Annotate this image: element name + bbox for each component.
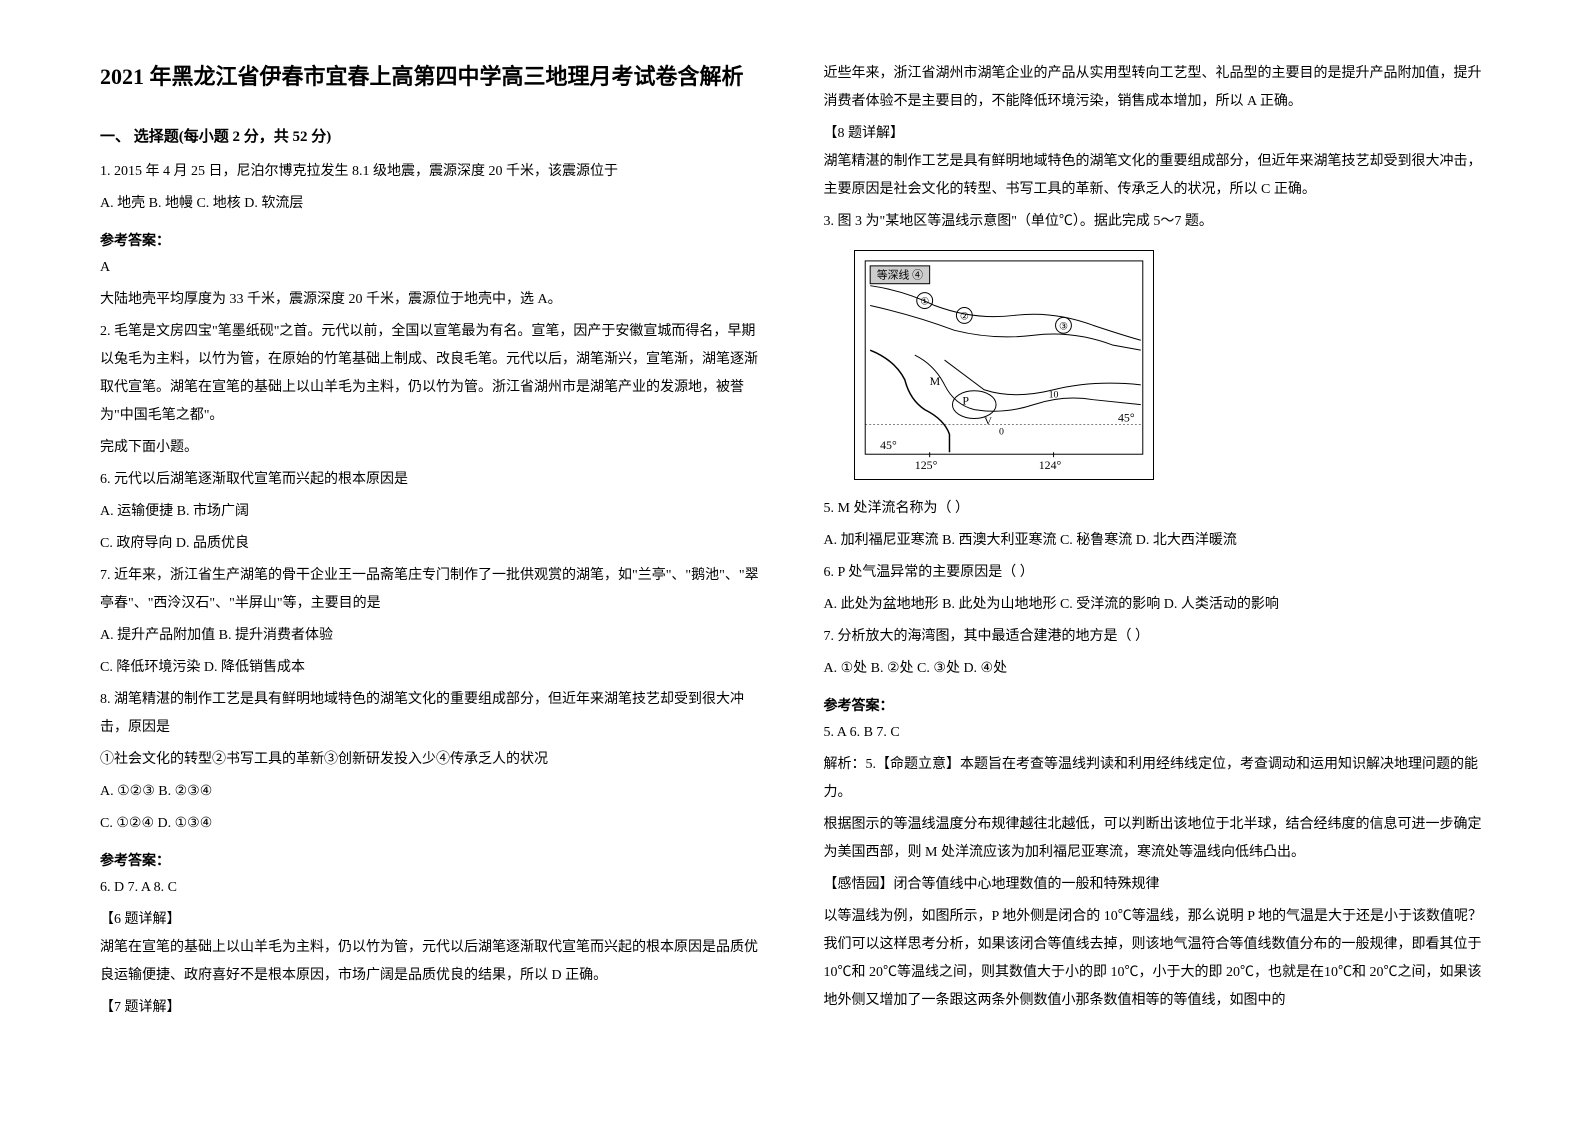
- q8-options-a: A. ①②③ B. ②③④: [100, 778, 764, 806]
- section-heading: 一、 选择题(每小题 2 分，共 52 分): [100, 125, 764, 146]
- left-column: 2021 年黑龙江省伊春市宜春上高第四中学高三地理月考试卷含解析 一、 选择题(…: [100, 60, 764, 1062]
- diagram-container: 等深线 ④ ① ② ③ P V 0 10 M: [854, 250, 1488, 485]
- exp5-label: 解析：5.【命题立意】本题旨在考查等温线判读和利用经纬线定位，考查调动和运用知识…: [824, 751, 1488, 807]
- svg-text:②: ②: [959, 311, 968, 322]
- exp8-label: 【8 题详解】: [824, 120, 1488, 148]
- exp5-text: 根据图示的等温线温度分布规律越往北越低，可以判断出该地位于北半球，结合经纬度的信…: [824, 811, 1488, 867]
- insight-label: 【感悟园】闭合等值线中心地理数值的一般和特殊规律: [824, 871, 1488, 899]
- q3-text: 3. 图 3 为"某地区等温线示意图"（单位℃）。据此完成 5～7 题。: [824, 208, 1488, 236]
- svg-text:M: M: [929, 374, 940, 388]
- q7-options-b: C. 降低环境污染 D. 降低销售成本: [100, 654, 764, 682]
- exp8-text: 湖笔精湛的制作工艺是具有鲜明地域特色的湖笔文化的重要组成部分，但近年来湖笔技艺却…: [824, 148, 1488, 204]
- svg-text:①: ①: [920, 297, 929, 308]
- q7-options-a: A. 提升产品附加值 B. 提升消费者体验: [100, 622, 764, 650]
- q1-text: 1. 2015 年 4 月 25 日，尼泊尔博克拉发生 8.1 级地震，震源深度…: [100, 158, 764, 186]
- svg-text:0: 0: [999, 426, 1004, 437]
- exp6-label: 【6 题详解】: [100, 906, 764, 934]
- svg-text:③: ③: [1059, 321, 1068, 332]
- isotherm-map-diagram: 等深线 ④ ① ② ③ P V 0 10 M: [854, 250, 1154, 480]
- q8-sub: ①社会文化的转型②书写工具的革新③创新研发投入少④传承乏人的状况: [100, 746, 764, 774]
- exp7-text: 近些年来，浙江省湖州市湖笔企业的产品从实用型转向工艺型、礼品型的主要目的是提升产…: [824, 60, 1488, 116]
- q7-text: 7. 近年来，浙江省生产湖笔的骨干企业王一品斋笔庄专门制作了一批供观赏的湖笔，如…: [100, 562, 764, 618]
- svg-text:P: P: [962, 394, 969, 408]
- right-column: 近些年来，浙江省湖州市湖笔企业的产品从实用型转向工艺型、礼品型的主要目的是提升产…: [824, 60, 1488, 1062]
- svg-text:45°: 45°: [1118, 411, 1135, 425]
- q6-options-b: C. 政府导向 D. 品质优良: [100, 530, 764, 558]
- q8-options-b: C. ①②④ D. ①③④: [100, 810, 764, 838]
- q3-answer-label: 参考答案：: [824, 695, 1488, 715]
- q6b-options: A. 此处为盆地地形 B. 此处为山地地形 C. 受洋流的影响 D. 人类活动的…: [824, 591, 1488, 619]
- q2-sub-intro: 完成下面小题。: [100, 434, 764, 462]
- svg-text:等深线 ④: 等深线 ④: [876, 268, 922, 282]
- exp6-text: 湖笔在宣笔的基础上以山羊毛为主料，仍以竹为管，元代以后湖笔逐渐取代宣笔而兴起的根…: [100, 934, 764, 990]
- q2-answer-label: 参考答案：: [100, 850, 764, 870]
- q5-text: 5. M 处洋流名称为（ ）: [824, 495, 1488, 523]
- q1-explanation: 大陆地壳平均厚度为 33 千米，震源深度 20 千米，震源位于地壳中，选 A。: [100, 286, 764, 314]
- q6-options-a: A. 运输便捷 B. 市场广阔: [100, 498, 764, 526]
- q8-text: 8. 湖笔精湛的制作工艺是具有鲜明地域特色的湖笔文化的重要组成部分，但近年来湖笔…: [100, 686, 764, 742]
- q3-answers: 5. A 6. B 7. C: [824, 719, 1488, 747]
- q2-answers: 6. D 7. A 8. C: [100, 874, 764, 902]
- svg-text:125°: 125°: [914, 458, 937, 472]
- svg-text:10: 10: [1048, 390, 1058, 401]
- svg-text:124°: 124°: [1038, 458, 1061, 472]
- q7b-text: 7. 分析放大的海湾图，其中最适合建港的地方是（ ）: [824, 623, 1488, 651]
- exp7-label: 【7 题详解】: [100, 994, 764, 1022]
- q1-options: A. 地壳 B. 地幔 C. 地核 D. 软流层: [100, 190, 764, 218]
- q7b-options: A. ①处 B. ②处 C. ③处 D. ④处: [824, 655, 1488, 683]
- q6b-text: 6. P 处气温异常的主要原因是（ ）: [824, 559, 1488, 587]
- q1-answer: A: [100, 254, 764, 282]
- svg-text:45°: 45°: [880, 438, 897, 452]
- q6-text: 6. 元代以后湖笔逐渐取代宣笔而兴起的根本原因是: [100, 466, 764, 494]
- q1-answer-label: 参考答案：: [100, 230, 764, 250]
- insight-text: 以等温线为例，如图所示，P 地外侧是闭合的 10℃等温线，那么说明 P 地的气温…: [824, 903, 1488, 1015]
- q5-options: A. 加利福尼亚寒流 B. 西澳大利亚寒流 C. 秘鲁寒流 D. 北大西洋暖流: [824, 527, 1488, 555]
- svg-text:V: V: [984, 415, 992, 427]
- exam-title: 2021 年黑龙江省伊春市宜春上高第四中学高三地理月考试卷含解析: [100, 60, 764, 93]
- q2-intro: 2. 毛笔是文房四宝"笔墨纸砚"之首。元代以前，全国以宣笔最为有名。宣笔，因产于…: [100, 318, 764, 430]
